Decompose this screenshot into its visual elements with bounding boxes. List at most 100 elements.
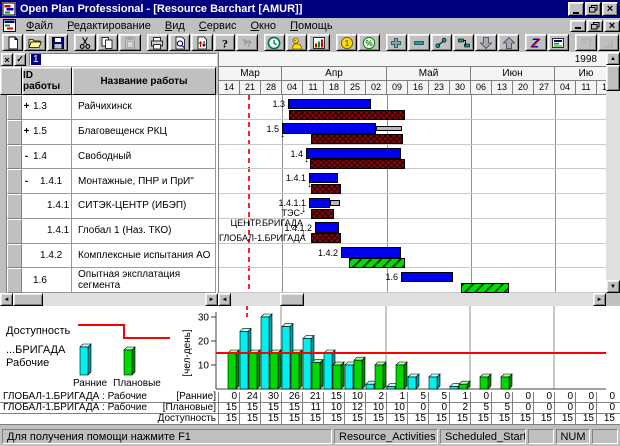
table-row[interactable]: 1.4.2 Комплексные испытания АО xyxy=(0,243,218,269)
row-selector[interactable] xyxy=(7,95,22,120)
gantt-horizontal-scrollbar[interactable]: ◄ ► xyxy=(218,293,606,306)
table-row[interactable]: +1.5 Благовещенск РКЦ xyxy=(0,119,218,145)
row-selector[interactable] xyxy=(7,169,22,194)
move-down-button[interactable] xyxy=(475,34,497,51)
cell-activity-name[interactable]: Райчихинск xyxy=(72,95,216,120)
gantt-bar-baseline[interactable] xyxy=(311,183,341,194)
table-row[interactable]: -1.4.1 Монтажные, ПНР и ПрИ" xyxy=(0,169,218,194)
expand-toggle[interactable]: - xyxy=(24,175,29,187)
menu-item-4[interactable]: Окно xyxy=(250,19,277,32)
cell-activity-name[interactable]: СИТЭК-ЦЕНТР (ИБЭП) xyxy=(72,194,216,219)
gantt-bar-early[interactable] xyxy=(306,148,401,159)
table-row[interactable]: 1.4.1 СИТЭК-ЦЕНТР (ИБЭП) xyxy=(0,194,218,219)
cell-activity-name[interactable]: Благовещенск РКЦ xyxy=(72,119,216,145)
cost-coin-button[interactable]: 1 xyxy=(335,34,358,51)
row-selector[interactable] xyxy=(7,243,22,269)
gantt-bar-early[interactable] xyxy=(401,271,453,283)
table-scroll-right-button[interactable]: ► xyxy=(205,293,218,306)
code-browser-button[interactable] xyxy=(547,34,570,51)
gantt-scroll-thumb[interactable] xyxy=(280,293,304,306)
gantt-bar-early[interactable] xyxy=(282,123,376,134)
child-close-button[interactable]: × xyxy=(604,19,620,32)
gantt-bar-early[interactable] xyxy=(309,197,330,208)
gantt-bar-early[interactable] xyxy=(288,98,371,109)
gantt-bar-baseline[interactable] xyxy=(289,109,405,120)
cell-activity-id[interactable]: 1.4.2 xyxy=(22,243,72,269)
column-header-name[interactable]: Название работы xyxy=(72,67,216,95)
cell-activity-name[interactable]: Свободный xyxy=(72,144,216,170)
column-header-id[interactable]: ID работы xyxy=(22,67,72,95)
row-selector[interactable] xyxy=(7,119,22,145)
cancel-edit-button[interactable]: × xyxy=(1,53,13,66)
percent-complete-button[interactable]: % xyxy=(358,34,380,51)
expand-toggle[interactable]: - xyxy=(24,150,29,162)
cell-activity-name[interactable]: Опытная эксплатация сегмента xyxy=(72,268,216,293)
resource-schedule-button[interactable] xyxy=(286,34,308,51)
gantt-bar-early[interactable] xyxy=(315,222,339,233)
activity-id-input[interactable]: 1 xyxy=(29,53,217,66)
cut-button[interactable] xyxy=(74,34,96,51)
copy-button[interactable] xyxy=(96,34,119,51)
scroll-up-button[interactable]: ▲ xyxy=(606,52,620,65)
row-selector[interactable] xyxy=(7,144,22,170)
move-up-button[interactable] xyxy=(497,34,520,51)
table-row[interactable]: -1.4 Свободный xyxy=(0,144,218,170)
help-button[interactable]: ? xyxy=(213,34,236,51)
table-row[interactable]: 1.6 Опытная эксплатация сегмента xyxy=(0,268,218,293)
gantt-scroll-right-button[interactable]: ► xyxy=(593,293,606,306)
zoom-level-button[interactable]: Z xyxy=(525,34,547,51)
menu-item-1[interactable]: Редактирование xyxy=(67,19,151,32)
unlink-activities-button[interactable] xyxy=(453,34,475,51)
print-preview-button[interactable] xyxy=(168,34,191,51)
cell-activity-name[interactable]: Комплексные испытания АО xyxy=(72,243,216,269)
table-row[interactable]: 1.4.1 Глобал 1 (Наз. ТКО) xyxy=(0,218,218,244)
link-activities-button[interactable] xyxy=(430,34,453,51)
scroll-down-button[interactable]: ▼ xyxy=(606,280,620,293)
gantt-bar-float[interactable] xyxy=(330,200,340,206)
cell-activity-id[interactable]: 1.6 xyxy=(22,268,72,293)
expand-toggle[interactable]: + xyxy=(23,101,30,113)
table-horizontal-scrollbar[interactable]: ◄ ► xyxy=(0,293,218,306)
gantt-bar-baseline[interactable] xyxy=(311,233,341,244)
cell-activity-id[interactable]: +1.3 xyxy=(22,95,72,120)
minimize-button[interactable] xyxy=(568,2,584,16)
menu-item-5[interactable]: Помощь xyxy=(290,19,333,32)
new-file-button[interactable] xyxy=(2,34,24,51)
child-minimize-button[interactable] xyxy=(570,19,586,32)
cell-activity-id[interactable]: 1.4.1 xyxy=(22,218,72,244)
gantt-bar-scheduled[interactable] xyxy=(461,282,509,293)
expand-toggle[interactable]: + xyxy=(23,126,30,138)
save-file-button[interactable] xyxy=(46,34,69,51)
table-scroll-thumb[interactable] xyxy=(13,293,43,306)
cell-activity-name[interactable]: Глобал 1 (Наз. ТКО) xyxy=(72,218,216,244)
risk-histogram-button[interactable] xyxy=(308,34,330,51)
table-row[interactable]: +1.3 Райчихинск xyxy=(0,95,218,120)
gantt-bar-scheduled[interactable] xyxy=(349,258,405,268)
close-button[interactable]: × xyxy=(602,2,618,16)
gantt-bar-baseline[interactable] xyxy=(310,159,405,169)
confirm-edit-button[interactable]: ✓ xyxy=(14,53,26,66)
cell-activity-id[interactable]: -1.4 xyxy=(22,144,72,170)
add-activity-button[interactable] xyxy=(385,34,408,51)
row-selector[interactable] xyxy=(7,268,22,293)
print-button[interactable] xyxy=(146,34,168,51)
cell-activity-id[interactable]: +1.5 xyxy=(22,119,72,145)
gantt-bar-baseline[interactable] xyxy=(311,208,334,219)
gantt-scroll-left-button[interactable]: ◄ xyxy=(218,293,231,306)
gantt-bar-float[interactable] xyxy=(376,125,402,132)
row-selector[interactable] xyxy=(7,194,22,219)
delete-activity-button[interactable] xyxy=(408,34,430,51)
row-selector[interactable] xyxy=(7,218,22,244)
gantt-bar-baseline[interactable] xyxy=(311,134,403,145)
table-scroll-left-button[interactable]: ◄ xyxy=(0,293,13,306)
update-activity-button[interactable] xyxy=(191,34,213,51)
time-analysis-button[interactable] xyxy=(263,34,286,51)
vertical-scroll-thumb[interactable] xyxy=(606,65,620,91)
open-file-button[interactable] xyxy=(24,34,46,51)
child-restore-button[interactable] xyxy=(587,19,603,32)
gantt-bar-early[interactable] xyxy=(309,172,338,184)
cell-activity-id[interactable]: -1.4.1 xyxy=(22,169,72,194)
gantt-vertical-scrollbar[interactable]: ▲ ▼ xyxy=(606,52,620,293)
menu-item-3[interactable]: Сервис xyxy=(198,19,237,32)
cell-activity-id[interactable]: 1.4.1 xyxy=(22,194,72,219)
